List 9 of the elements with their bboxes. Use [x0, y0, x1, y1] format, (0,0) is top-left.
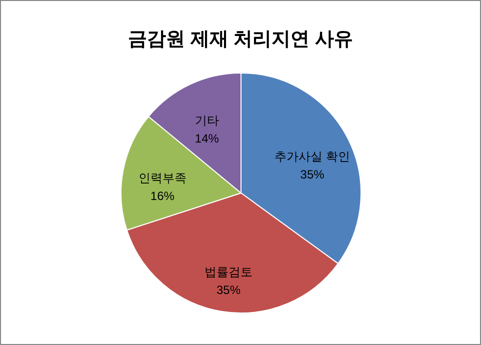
slice-label: 추가사실 확인 [274, 150, 350, 164]
chart-title: 금감원 제재 처리지연 사유 [128, 29, 353, 50]
data-label: 14% [194, 132, 220, 146]
slice-label: 법률검토 [204, 265, 252, 280]
data-label: 16% [150, 189, 175, 204]
data-label: 35% [300, 168, 325, 182]
slice-label: 인력부족 [138, 171, 186, 186]
slice-label: 기타 [194, 114, 219, 128]
data-label: 35% [216, 283, 241, 298]
